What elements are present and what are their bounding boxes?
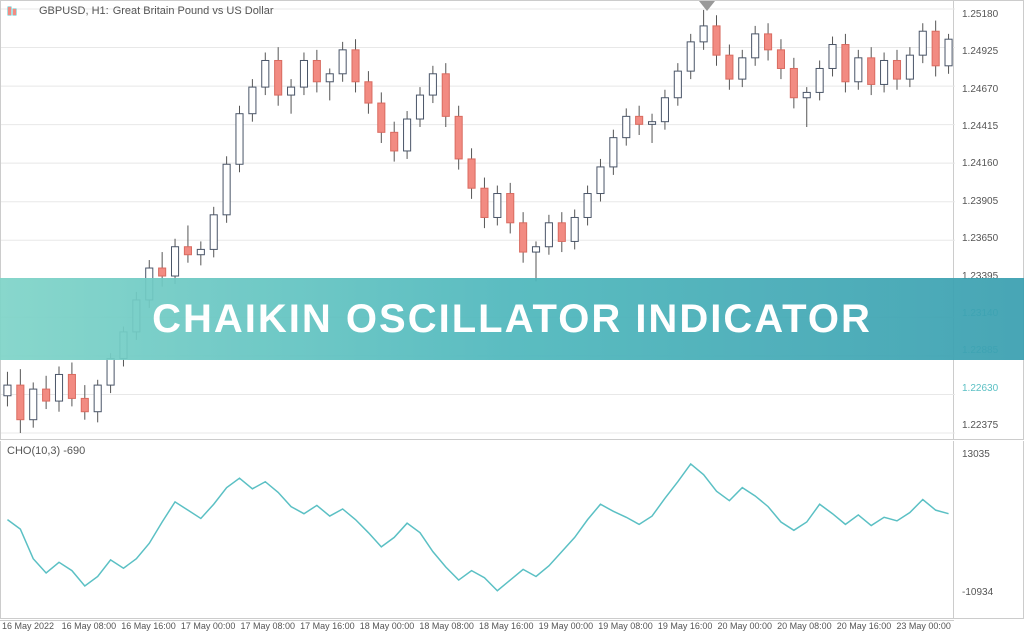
- time-tick: 18 May 08:00: [417, 621, 477, 640]
- osc-tick: -10934: [958, 587, 1019, 598]
- price-tick: 1.24925: [958, 46, 1019, 57]
- title-banner: CHAIKIN OSCILLATOR INDICATOR: [0, 278, 1024, 360]
- time-tick: 17 May 00:00: [179, 621, 239, 640]
- price-chart-panel[interactable]: GBPUSD, H1: Great Britain Pound vs US Do…: [0, 0, 954, 440]
- time-x-axis: 16 May 202216 May 08:0016 May 16:0017 Ma…: [0, 620, 954, 640]
- price-tick: 1.22375: [958, 420, 1019, 431]
- time-tick: 23 May 00:00: [894, 621, 954, 640]
- oscillator-label: CHO(10,3) -690: [7, 445, 85, 457]
- time-tick: 19 May 16:00: [656, 621, 716, 640]
- price-tick: 1.24415: [958, 121, 1019, 132]
- price-tick: 1.24670: [958, 84, 1019, 95]
- time-tick: 20 May 16:00: [835, 621, 895, 640]
- time-tick: 16 May 2022: [0, 621, 60, 640]
- marker-arrow-icon: [699, 1, 715, 11]
- price-tick: 1.23905: [958, 196, 1019, 207]
- oscillator-line-chart: [1, 441, 955, 619]
- time-tick: 20 May 00:00: [716, 621, 776, 640]
- time-tick: 20 May 08:00: [775, 621, 835, 640]
- price-tick: 1.23650: [958, 233, 1019, 244]
- symbol-label: GBPUSD, H1:: [39, 5, 109, 17]
- time-tick: 18 May 16:00: [477, 621, 537, 640]
- chart-type-icon-2: [23, 5, 35, 17]
- time-tick: 17 May 16:00: [298, 621, 358, 640]
- time-tick: 18 May 00:00: [358, 621, 418, 640]
- candlestick-chart: [1, 1, 955, 441]
- price-y-axis: 1.25180 1.24925 1.24670 1.24415 1.24160 1.239…: [954, 0, 1024, 440]
- chart-header: GBPUSD, H1: Great Britain Pound vs US Do…: [7, 5, 273, 17]
- time-tick: 16 May 08:00: [60, 621, 120, 640]
- time-tick: 16 May 16:00: [119, 621, 179, 640]
- price-tick: 1.24160: [958, 158, 1019, 169]
- time-tick: 19 May 00:00: [537, 621, 597, 640]
- time-tick: 17 May 08:00: [239, 621, 299, 640]
- oscillator-y-axis: 13035 -10934: [954, 441, 1024, 619]
- price-tick: 1.25180: [958, 9, 1019, 20]
- symbol-desc: Great Britain Pound vs US Dollar: [113, 5, 274, 17]
- osc-tick: 13035: [958, 449, 1019, 460]
- price-tick: 1.22630: [958, 383, 1019, 394]
- time-tick: 19 May 08:00: [596, 621, 656, 640]
- banner-text: CHAIKIN OSCILLATOR INDICATOR: [152, 297, 872, 342]
- oscillator-panel[interactable]: CHO(10,3) -690: [0, 441, 954, 619]
